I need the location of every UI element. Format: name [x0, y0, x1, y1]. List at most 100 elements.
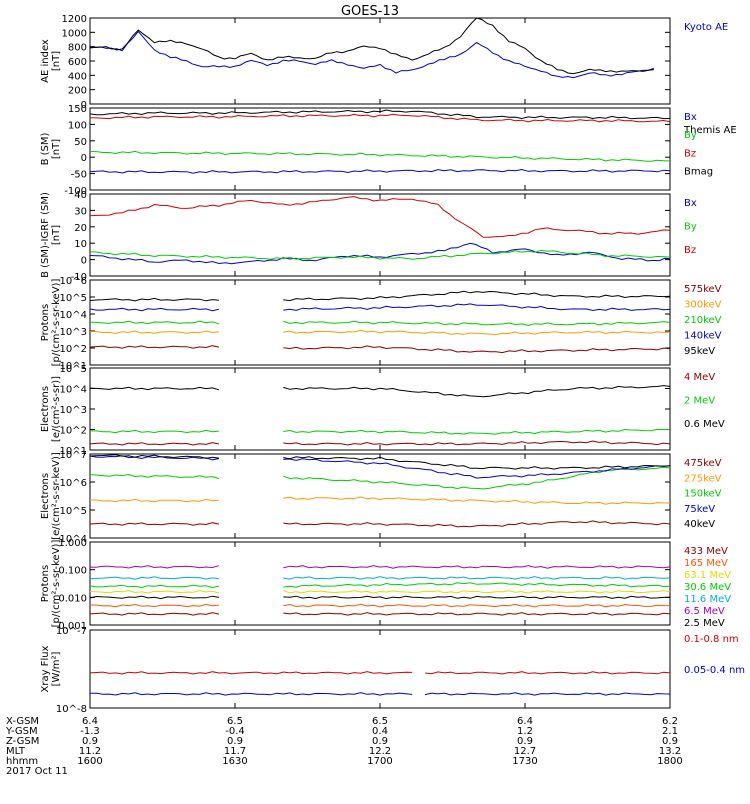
legend-label: Bx [684, 112, 697, 123]
y-tick-label: 10^4 [60, 385, 87, 396]
y-tick-label: 30 [74, 206, 87, 217]
series-line-165-mev [283, 603, 671, 608]
series-line-300kev [90, 330, 219, 334]
x-tick-value: 6.2 [662, 716, 678, 727]
y-axis-label: [p/(cm²-s-sr-keV)] [51, 279, 62, 367]
y-tick-label: 20 [74, 223, 87, 234]
x-tick-value: 11.2 [79, 746, 101, 757]
x-tick-value: 0.4 [372, 726, 388, 737]
legend-label: By [684, 130, 697, 141]
series-line-63.1-mev [89, 590, 220, 594]
legend-label: 165 MeV [684, 558, 728, 569]
panel-frame [89, 17, 671, 105]
series-line-kyoto-ae [89, 30, 655, 79]
panel-frame [89, 193, 671, 277]
legend-label: 0.05-0.4 nm [684, 665, 745, 676]
y-tick-label: -10 [71, 272, 87, 283]
y-tick-label: 50 [74, 137, 87, 148]
series-line-210kev [283, 320, 671, 327]
series-line-themis-ae [89, 17, 654, 75]
panel-protons2: 1.000 0.100 0.010 0.001 Protons [p/(cm²-s-sr-… [40, 538, 731, 632]
y-axis-label: [e/(cm²-s-sr-keV)] [51, 452, 62, 540]
legend-label: 11.6 MeV [684, 594, 731, 605]
x-row-label: Z-GSM [6, 736, 39, 747]
series-line-75kev [283, 458, 671, 479]
x-tick-value: 1800 [657, 756, 682, 767]
legend-label: Bx [684, 198, 697, 209]
y-tick-label: 0.010 [58, 593, 87, 604]
y-tick-label: 10^6 [60, 478, 87, 489]
series-line-0.05-0.4-nm [424, 692, 671, 696]
legend-label: Bmag [684, 167, 713, 178]
series-line-4-mev [283, 440, 671, 446]
panel-electrons1: 10^5 10^4 10^3 10^2 10^1 Electrons [e/(cm²-s-s… [40, 364, 725, 457]
x-tick-value: 11.7 [224, 746, 246, 757]
panel-frame [89, 453, 671, 539]
series-line-210kev [89, 320, 220, 325]
series-line-0.1-0.8-nm [89, 671, 413, 675]
x-tick-value: 0.9 [517, 736, 533, 747]
y-tick-label: 0 [81, 100, 87, 111]
x-tick-value: 1730 [512, 756, 537, 767]
y-tick-label: 0.001 [58, 621, 87, 632]
panel-bsm: 150 100 50 0 -50 -100 B (SM) [nT] Bx By Bz Bmag [40, 104, 713, 197]
legend-label: 210keV [684, 315, 722, 326]
y-tick-label: 400 [68, 71, 87, 82]
legend-label: 150keV [684, 489, 722, 500]
series-line-6.5-mev [283, 565, 671, 569]
series-line-2-mev [90, 429, 219, 434]
y-axis-label: [W/m²] [51, 651, 62, 686]
legend-label: 2 MeV [684, 395, 715, 406]
series-line-75kev [89, 455, 219, 461]
series-line-0.1-0.8-nm [425, 671, 671, 675]
legend-label: 433 MeV [684, 546, 728, 557]
y-tick-label: 10^2 [60, 344, 87, 355]
series-line-140kev [283, 303, 671, 312]
series-line-275kev [90, 498, 219, 503]
x-row-label: Y-GSM [5, 726, 38, 737]
y-tick-label: 10^3 [60, 405, 87, 416]
series-line-11.6-mev [89, 576, 219, 580]
x-tick-value: 12.2 [369, 746, 391, 757]
y-tick-label: 10 [74, 239, 87, 250]
y-tick-label: 1200 [62, 14, 87, 25]
x-tick-value: 12.7 [514, 746, 536, 757]
y-tick-label: 0 [81, 256, 87, 267]
panel-bigrf: 40 30 20 10 0 -10 B (SM)-IGRF (SM) [nT] Bx By Bz [40, 190, 697, 283]
legend-label: 75keV [684, 504, 715, 515]
series-line-0.6-mev [89, 386, 220, 391]
legend-label: 30.6 MeV [684, 582, 731, 593]
series-line-6.5-mev [89, 565, 220, 569]
series-line-433-mev [283, 612, 671, 616]
plot-title: GOES-13 [341, 4, 399, 19]
series-line-bz [89, 196, 671, 238]
y-tick-label: 10^5 [60, 293, 87, 304]
legend-label: 2.5 MeV [684, 618, 725, 629]
y-axis-label: B (SM) [40, 132, 51, 165]
panel-ae: 1200 1000 800 600 400 200 0 AE index [nT] Kyoto A… [40, 14, 737, 136]
series-line-575kev [89, 345, 220, 349]
series-line-95kev [89, 297, 219, 302]
legend-label: Bz [684, 148, 696, 159]
legend-label: 575keV [684, 284, 722, 295]
x-tick-value: 1700 [367, 756, 392, 767]
series-line-300kev [283, 329, 671, 336]
series-line-2.5-mev [89, 595, 219, 600]
series-line-475kev [89, 522, 220, 526]
series-line-11.6-mev [283, 576, 671, 580]
x-tick-value: 1600 [77, 756, 102, 767]
series-line-0.6-mev [283, 385, 671, 398]
x-tick-value: -1.3 [80, 726, 100, 737]
panel-frame [89, 541, 671, 626]
y-axis-label: Xray Flux [40, 645, 51, 692]
legend-label: 40keV [684, 519, 715, 530]
x-tick-value: 0.9 [227, 736, 243, 747]
y-axis-label: AE index [40, 39, 51, 83]
series-line-40kev [89, 454, 219, 459]
panel-electrons2: 10^7 10^6 10^5 10^4 Electrons [e/(cm²-s-sr-ke… [40, 450, 722, 545]
legend-label: 95keV [684, 346, 715, 357]
y-tick-label: 1.000 [58, 538, 87, 549]
legend-label: 475keV [684, 458, 722, 469]
